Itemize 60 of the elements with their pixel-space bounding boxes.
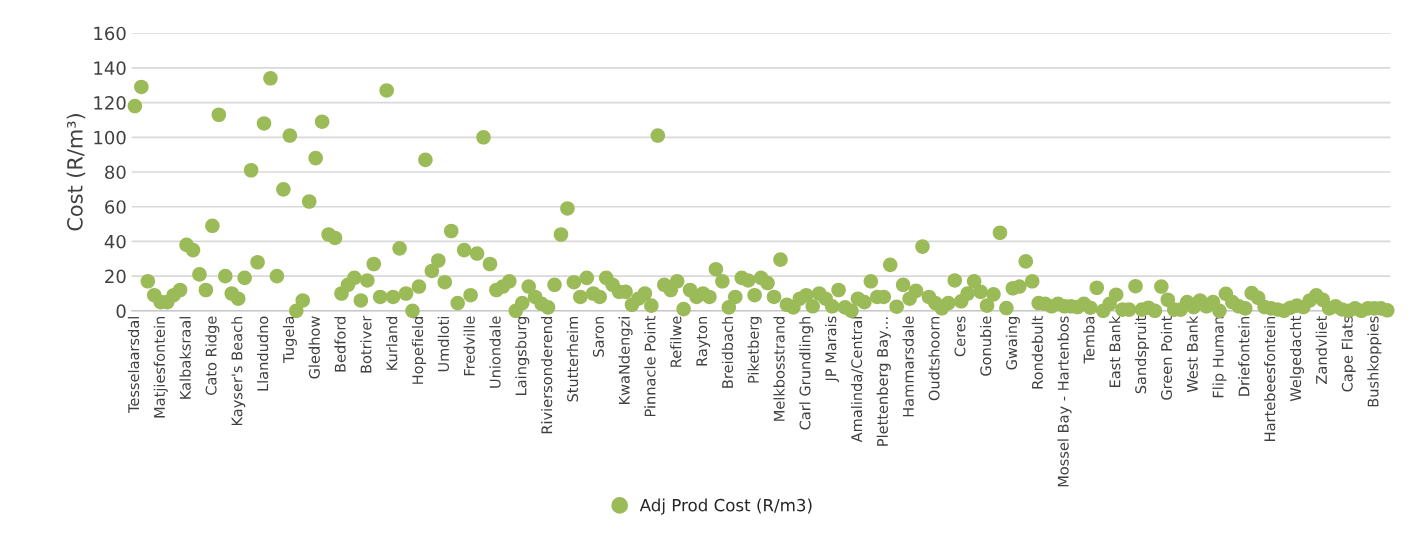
- y-tick-label: 100: [94, 130, 126, 145]
- x-tick-label: Gwaing: [1005, 317, 1020, 370]
- y-tick-label: 120: [94, 96, 126, 110]
- x-tick-label: Matjiesfontein: [153, 316, 168, 418]
- x-tick-label: Driefontein: [1238, 316, 1250, 396]
- x-tick-label: Kalbaksraal: [179, 317, 191, 399]
- x-tick-label: Rondebult: [1031, 316, 1043, 389]
- x-tick-label: Amalinda/Central: [850, 317, 864, 443]
- x-tick-label: Tesselaarsdal: [127, 317, 140, 414]
- x-tick-label: Temba: [1083, 317, 1095, 364]
- x-tick-label: Stutterheim: [566, 316, 579, 402]
- y-axis-title: Cost (R/m³): [66, 114, 86, 231]
- x-tick-label: Kurland: [386, 317, 398, 370]
- x-tick-label: Kayser's Beach: [231, 316, 246, 426]
- x-tick-label: Llandudno: [256, 316, 269, 391]
- x-tick-label: Saron: [592, 316, 604, 357]
- x-tick-label: Refilwe: [670, 316, 682, 367]
- x-tick-label: Rayton: [696, 316, 711, 366]
- x-tick-label: Bedford: [334, 317, 346, 372]
- x-tick-label: Green Point: [1160, 316, 1173, 400]
- y-tick-label: 160: [94, 26, 126, 41]
- x-tick-label: Ceres: [954, 316, 966, 357]
- y-tick-label: 40: [104, 234, 126, 249]
- x-tick-label: Cape Flats: [1341, 316, 1356, 392]
- x-tick-label: Zandvliet: [1315, 316, 1327, 384]
- x-tick-label: East Bank: [1109, 315, 1121, 387]
- x-tick-label: Carl Grundlingh: [799, 316, 814, 430]
- x-tick-label: Flip Human: [1212, 316, 1227, 398]
- x-tick-label: Umdloti: [437, 317, 450, 372]
- x-tick-label: Uniondale: [489, 316, 501, 388]
- x-tick-label: Riviersonderend: [541, 317, 553, 434]
- x-tick-label: Mossel Bay - Hartenbos: [1057, 316, 1072, 487]
- x-tick-label: Oudtshoorn: [928, 316, 940, 401]
- x-tick-label: KwaNdengzi: [618, 317, 633, 405]
- x-tick-label: Hammarsdale: [902, 316, 914, 417]
- x-tick-label: Plettenberg Bay…: [876, 317, 891, 446]
- x-tick-label: Botriver: [360, 315, 372, 373]
- x-tick-label: Sandspruit: [1134, 316, 1150, 394]
- x-tick-label: Laingsburg: [515, 317, 530, 395]
- x-tick-label: Welgedacht: [1289, 316, 1304, 402]
- x-tick-label: Hartebeesfontein: [1264, 316, 1276, 441]
- x-tick-label: Breidbach: [721, 316, 734, 388]
- x-tick-label: Gonubie: [979, 316, 992, 376]
- y-tick-label: 80: [105, 165, 126, 180]
- x-tick-label: Pinnacle Point: [644, 316, 656, 417]
- x-tick-label: JP Marais: [825, 316, 840, 383]
- x-tick-label: Hopefield: [411, 317, 427, 384]
- y-tick-label: 140: [94, 61, 126, 75]
- legend-label: Adj Prod Cost (R/m3): [639, 498, 812, 515]
- x-tick-label: Fredville: [463, 316, 475, 376]
- x-tick-label: West Bank: [1186, 315, 1198, 393]
- y-tick-label: 60: [105, 200, 126, 214]
- x-tick-label: Cato Ridge: [205, 316, 220, 395]
- y-tick-label: 20: [105, 269, 126, 284]
- x-tick-label: Melkbosstrand: [773, 317, 785, 421]
- x-tick-label: Gledhow: [308, 316, 320, 379]
- x-tick-label: Tugela: [282, 317, 297, 363]
- x-tick-label: Bushkoppies: [1367, 316, 1382, 407]
- x-tick-label: Piketberg: [747, 317, 762, 383]
- y-tick-label: 0: [116, 304, 126, 318]
